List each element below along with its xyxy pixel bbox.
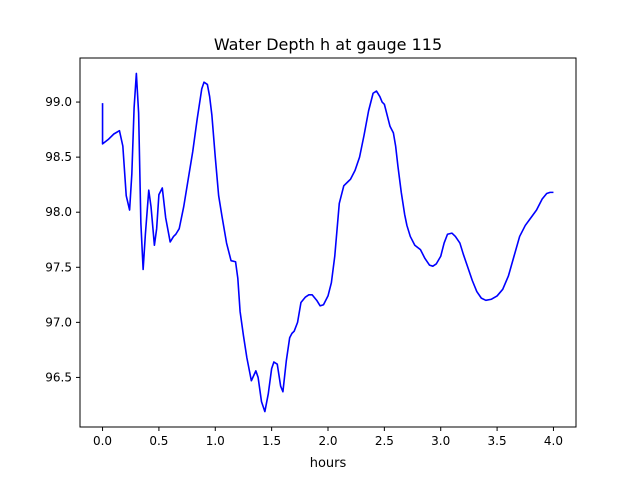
y-tick-label: 98.5 [45, 150, 72, 164]
x-tick-label: 3.0 [431, 434, 450, 448]
x-tick-label: 0.0 [93, 434, 112, 448]
x-tick-label: 2.0 [318, 434, 337, 448]
x-tick-label: 0.5 [149, 434, 168, 448]
x-tick-label: 4.0 [544, 434, 563, 448]
y-tick-label: 96.5 [45, 370, 72, 384]
x-tick-label: 1.0 [206, 434, 225, 448]
x-tick-label: 2.5 [375, 434, 394, 448]
y-tick-label: 98.0 [45, 205, 72, 219]
x-tick-label: 3.5 [488, 434, 507, 448]
plot-area [101, 72, 554, 413]
y-tick-label: 99.0 [45, 95, 72, 109]
y-axis: 96.5 97.0 97.5 98.0 98.5 99.0 [45, 95, 80, 384]
y-tick-label: 97.0 [45, 315, 72, 329]
x-axis: 0.0 0.5 1.0 1.5 2.0 2.5 3.0 3.5 4.0 [93, 427, 563, 448]
x-axis-label: hours [310, 456, 347, 471]
y-tick-label: 97.5 [45, 260, 72, 274]
series-line-0 [101, 72, 554, 413]
chart-title: Water Depth h at gauge 115 [214, 35, 442, 54]
x-tick-label: 1.5 [262, 434, 281, 448]
